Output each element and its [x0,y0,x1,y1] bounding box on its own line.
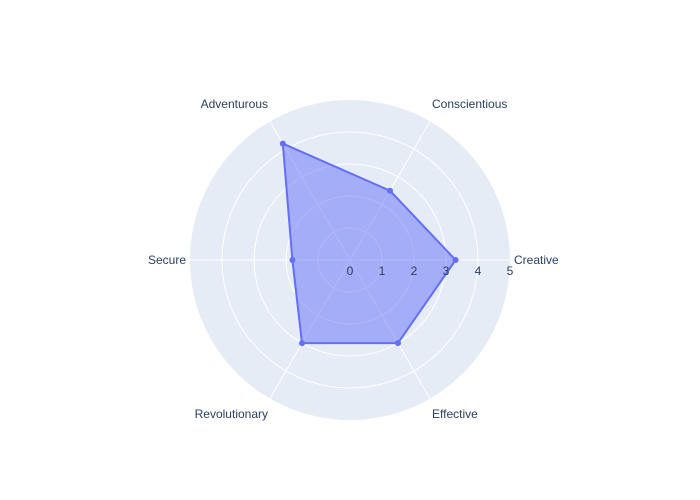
radial-tick-label: 0 [347,264,354,278]
radial-tick-label: 3 [443,264,450,278]
category-label: Revolutionary [195,407,268,421]
radial-tick-label: 1 [379,264,386,278]
angular-axis-labels: Creative Conscientious Adventurous Secure Re… [148,97,559,421]
data-point [395,340,401,347]
radial-tick-label: 5 [507,264,514,278]
radial-tick-label: 4 [475,264,482,278]
data-point [289,257,296,263]
category-label: Creative [514,253,559,267]
category-label: Adventurous [201,97,268,111]
radial-axis-ticks: 0 1 2 3 4 5 [347,264,514,278]
category-label: Conscientious [432,97,507,111]
category-label: Secure [148,253,186,267]
data-trace [279,140,459,347]
data-point [299,340,305,347]
data-point [452,257,459,263]
data-point [387,187,393,194]
category-label: Effective [432,407,478,421]
data-point [279,140,286,147]
radial-tick-label: 2 [411,264,418,278]
